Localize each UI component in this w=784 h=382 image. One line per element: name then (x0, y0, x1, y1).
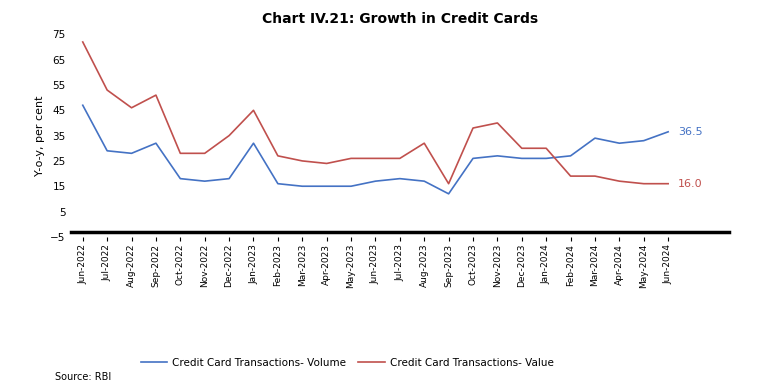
Credit Card Transactions- Value (419, 141, 429, 146)
Credit Card Transactions- Volume (542, 156, 551, 161)
Credit Card Transactions- Value (273, 154, 282, 158)
Credit Card Transactions- Volume (615, 141, 624, 146)
Credit Card Transactions- Value (590, 174, 600, 178)
Credit Card Transactions- Value (127, 105, 136, 110)
Credit Card Transactions- Value (615, 179, 624, 183)
Text: Source: RBI: Source: RBI (55, 372, 111, 382)
Credit Card Transactions- Value (566, 174, 575, 178)
Credit Card Transactions- Value (517, 146, 527, 151)
Credit Card Transactions- Volume (444, 191, 453, 196)
Credit Card Transactions- Volume (78, 103, 88, 108)
Credit Card Transactions- Value (492, 121, 502, 125)
Credit Card Transactions- Volume (639, 138, 648, 143)
Credit Card Transactions- Volume (200, 179, 209, 183)
Credit Card Transactions- Volume (322, 184, 332, 188)
Credit Card Transactions- Value (639, 181, 648, 186)
Credit Card Transactions- Value (78, 40, 88, 44)
Credit Card Transactions- Volume (273, 181, 282, 186)
Title: Chart IV.21: Growth in Credit Cards: Chart IV.21: Growth in Credit Cards (262, 12, 538, 26)
Credit Card Transactions- Volume (127, 151, 136, 155)
Credit Card Transactions- Value (200, 151, 209, 155)
Line: Credit Card Transactions- Volume: Credit Card Transactions- Volume (83, 105, 668, 194)
Credit Card Transactions- Value (151, 93, 161, 97)
Legend: Credit Card Transactions- Volume, Credit Card Transactions- Value: Credit Card Transactions- Volume, Credit… (136, 353, 557, 372)
Credit Card Transactions- Value (322, 161, 332, 166)
Credit Card Transactions- Value (103, 88, 112, 92)
Credit Card Transactions- Volume (590, 136, 600, 141)
Credit Card Transactions- Volume (492, 154, 502, 158)
Credit Card Transactions- Volume (103, 149, 112, 153)
Credit Card Transactions- Value (542, 146, 551, 151)
Text: 16.0: 16.0 (678, 179, 702, 189)
Credit Card Transactions- Value (663, 181, 673, 186)
Credit Card Transactions- Volume (566, 154, 575, 158)
Credit Card Transactions- Volume (419, 179, 429, 183)
Credit Card Transactions- Volume (347, 184, 356, 188)
Credit Card Transactions- Volume (224, 176, 234, 181)
Credit Card Transactions- Value (444, 181, 453, 186)
Credit Card Transactions- Volume (468, 156, 477, 161)
Credit Card Transactions- Value (249, 108, 258, 113)
Line: Credit Card Transactions- Value: Credit Card Transactions- Value (83, 42, 668, 184)
Credit Card Transactions- Volume (517, 156, 527, 161)
Credit Card Transactions- Value (176, 151, 185, 155)
Credit Card Transactions- Volume (151, 141, 161, 146)
Credit Card Transactions- Volume (371, 179, 380, 183)
Credit Card Transactions- Value (347, 156, 356, 161)
Text: 36.5: 36.5 (678, 127, 702, 137)
Credit Card Transactions- Volume (298, 184, 307, 188)
Credit Card Transactions- Value (371, 156, 380, 161)
Credit Card Transactions- Volume (249, 141, 258, 146)
Y-axis label: Y-o-y, per cent: Y-o-y, per cent (34, 96, 45, 176)
Credit Card Transactions- Value (298, 159, 307, 163)
Credit Card Transactions- Value (395, 156, 405, 161)
Credit Card Transactions- Value (468, 126, 477, 130)
Credit Card Transactions- Value (224, 133, 234, 138)
Credit Card Transactions- Volume (176, 176, 185, 181)
Credit Card Transactions- Volume (663, 129, 673, 134)
Credit Card Transactions- Volume (395, 176, 405, 181)
